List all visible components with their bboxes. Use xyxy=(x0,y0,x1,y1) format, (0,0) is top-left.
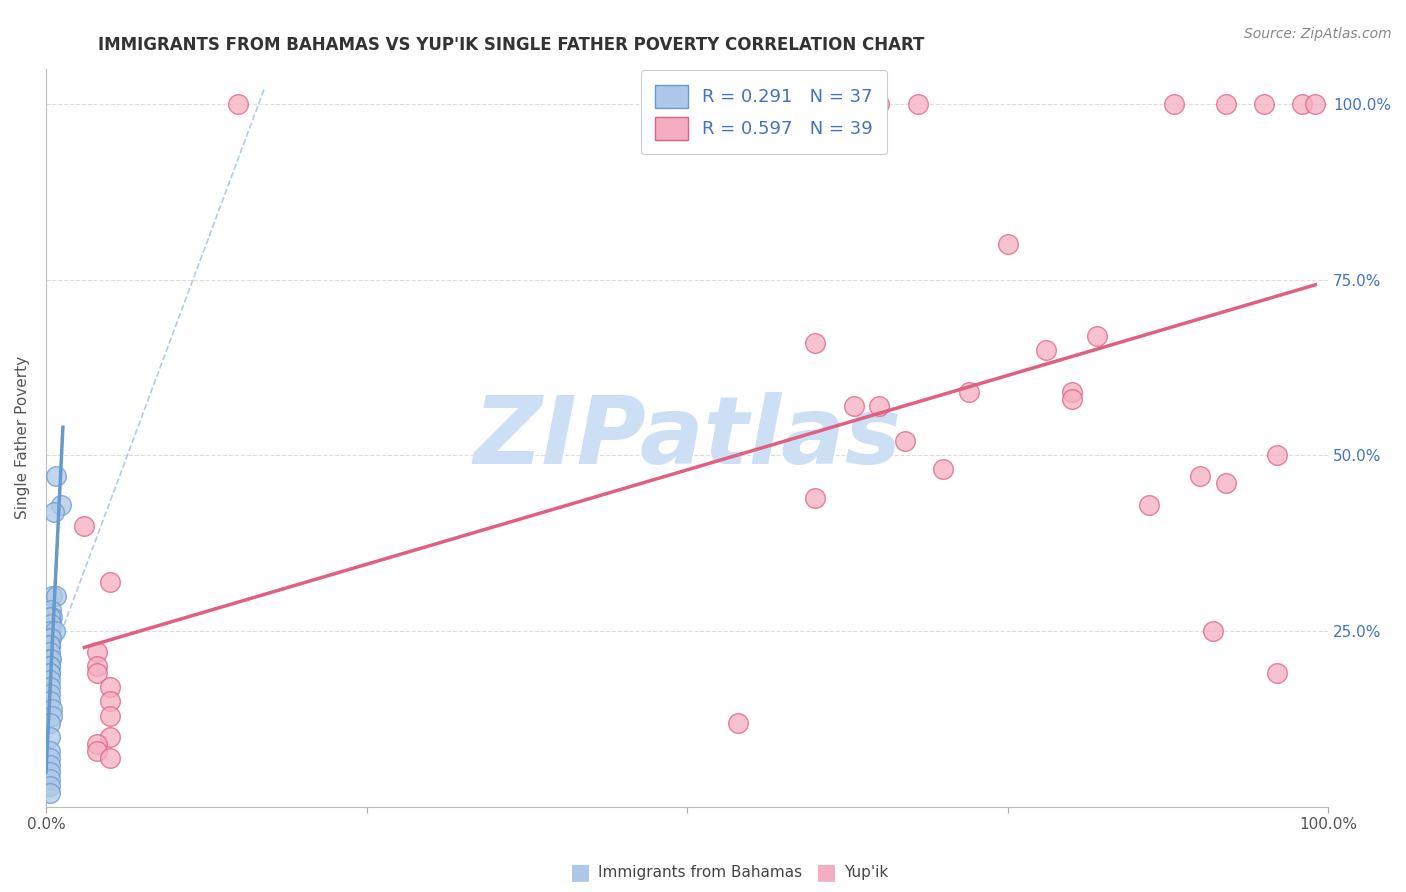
Point xyxy=(1085,328,1108,343)
Point xyxy=(226,96,249,111)
Point xyxy=(38,666,60,681)
Point xyxy=(41,589,63,603)
Text: Yup'ik: Yup'ik xyxy=(844,865,887,880)
Text: ■: ■ xyxy=(569,863,591,882)
Text: ■: ■ xyxy=(815,863,837,882)
Point xyxy=(41,708,63,723)
Text: Source: ZipAtlas.com: Source: ZipAtlas.com xyxy=(1244,27,1392,41)
Point xyxy=(38,757,60,772)
Point xyxy=(38,638,60,652)
Text: Immigrants from Bahamas: Immigrants from Bahamas xyxy=(598,865,801,880)
Legend: R = 0.291   N = 37, R = 0.597   N = 39: R = 0.291 N = 37, R = 0.597 N = 39 xyxy=(641,70,887,154)
Point xyxy=(73,518,96,533)
Point xyxy=(38,715,60,730)
Point xyxy=(45,589,67,603)
Point xyxy=(41,701,63,715)
Point xyxy=(98,574,121,589)
Point xyxy=(1202,624,1225,639)
Point xyxy=(44,624,66,639)
Point xyxy=(1215,96,1237,111)
Point xyxy=(1215,476,1237,491)
Point xyxy=(38,673,60,688)
Text: IMMIGRANTS FROM BAHAMAS VS YUP'IK SINGLE FATHER POVERTY CORRELATION CHART: IMMIGRANTS FROM BAHAMAS VS YUP'IK SINGLE… xyxy=(98,36,925,54)
Point xyxy=(727,715,749,730)
Point xyxy=(38,666,60,681)
Point xyxy=(38,730,60,744)
Point xyxy=(38,779,60,793)
Point xyxy=(42,505,65,519)
Point xyxy=(38,638,60,652)
Point xyxy=(804,491,827,505)
Point xyxy=(51,498,73,512)
Point xyxy=(38,610,60,624)
Point xyxy=(38,772,60,786)
Point xyxy=(894,434,917,449)
Point xyxy=(932,462,955,476)
Point xyxy=(804,335,827,350)
Point xyxy=(38,624,60,639)
Point xyxy=(38,750,60,764)
Point xyxy=(1060,392,1083,406)
Point xyxy=(1060,385,1083,400)
Point xyxy=(86,645,108,659)
Point xyxy=(1253,96,1275,111)
Point xyxy=(45,469,67,483)
Point xyxy=(38,659,60,673)
Point xyxy=(1163,96,1185,111)
Point xyxy=(38,744,60,758)
Point xyxy=(1137,498,1160,512)
Point xyxy=(98,730,121,744)
Y-axis label: Single Father Poverty: Single Father Poverty xyxy=(15,356,30,519)
Point xyxy=(38,631,60,645)
Point xyxy=(98,750,121,764)
Point xyxy=(1035,343,1057,357)
Point xyxy=(38,694,60,708)
Point xyxy=(1291,96,1313,111)
Point xyxy=(39,603,62,617)
Point xyxy=(1188,469,1211,483)
Point xyxy=(868,399,890,413)
Point xyxy=(86,666,108,681)
Point xyxy=(842,399,865,413)
Point xyxy=(868,96,890,111)
Point xyxy=(98,694,121,708)
Point xyxy=(38,786,60,800)
Text: ZIPatlas: ZIPatlas xyxy=(472,392,901,483)
Point xyxy=(38,645,60,659)
Point xyxy=(38,659,60,673)
Point xyxy=(38,688,60,702)
Point xyxy=(86,659,108,673)
Point xyxy=(38,681,60,695)
Point xyxy=(41,610,63,624)
Point xyxy=(86,744,108,758)
Point xyxy=(39,617,62,632)
Point xyxy=(86,737,108,751)
Point xyxy=(997,237,1019,252)
Point xyxy=(39,631,62,645)
Point xyxy=(907,96,929,111)
Point xyxy=(98,708,121,723)
Point xyxy=(1265,448,1288,462)
Point xyxy=(1305,96,1327,111)
Point xyxy=(38,764,60,779)
Point xyxy=(1265,666,1288,681)
Point xyxy=(957,385,980,400)
Point xyxy=(38,652,60,666)
Point xyxy=(98,681,121,695)
Point xyxy=(39,652,62,666)
